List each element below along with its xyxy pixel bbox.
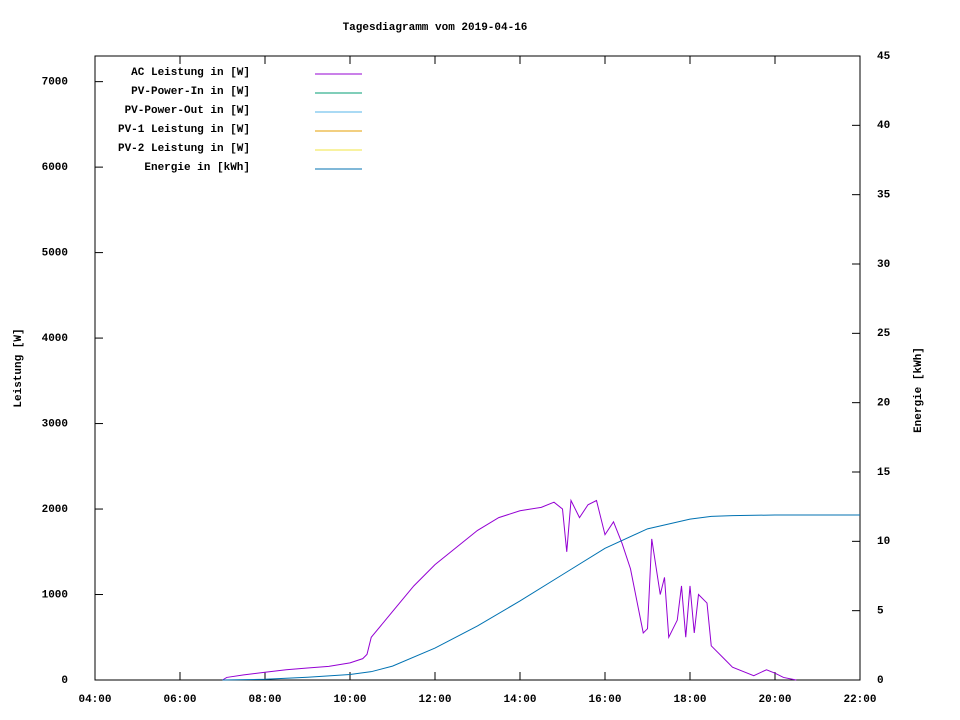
series-line xyxy=(222,514,860,681)
plot-frame xyxy=(94,55,861,681)
y-tick-label: 1000 xyxy=(42,589,68,601)
y-axis-label: Leistung [W] xyxy=(13,328,25,407)
x-tick-label: 04:00 xyxy=(78,694,111,706)
y2-tick-label: 30 xyxy=(877,259,890,271)
y-tick-label: 0 xyxy=(61,675,68,687)
legend-label: Energie in [kWh] xyxy=(144,162,250,174)
x-tick-label: 22:00 xyxy=(843,694,876,706)
y-tick-label: 5000 xyxy=(42,248,68,260)
legend-label: PV-1 Leistung in [W] xyxy=(118,124,250,136)
y2-tick-label: 25 xyxy=(877,328,891,340)
y2-tick-label: 20 xyxy=(877,398,890,410)
y2-tick-label: 35 xyxy=(877,190,891,202)
x-tick-label: 12:00 xyxy=(418,694,451,706)
y-tick-label: 6000 xyxy=(42,162,68,174)
x-tick-label: 20:00 xyxy=(758,694,791,706)
legend-label: AC Leistung in [W] xyxy=(131,67,250,79)
y2-tick-label: 10 xyxy=(877,536,890,548)
x-tick-label: 18:00 xyxy=(673,694,706,706)
y-tick-label: 4000 xyxy=(42,333,68,345)
x-tick-label: 06:00 xyxy=(163,694,196,706)
y-tick-label: 3000 xyxy=(42,418,68,430)
legend-label: PV-Power-Out in [W] xyxy=(125,105,250,117)
x-tick-label: 16:00 xyxy=(588,694,621,706)
y-tick-label: 7000 xyxy=(42,77,68,89)
y2-tick-label: 15 xyxy=(877,467,891,479)
chart-title: Tagesdiagramm vom 2019-04-16 xyxy=(343,22,528,34)
y2-tick-label: 5 xyxy=(877,606,884,618)
series-line xyxy=(222,498,797,681)
y2-tick-label: 40 xyxy=(877,120,890,132)
y2-tick-label: 0 xyxy=(877,675,884,687)
x-tick-label: 10:00 xyxy=(333,694,366,706)
y-tick-label: 2000 xyxy=(42,504,68,516)
x-tick-label: 14:00 xyxy=(503,694,536,706)
legend-label: PV-Power-In in [W] xyxy=(131,86,250,98)
legend-label: PV-2 Leistung in [W] xyxy=(118,143,250,155)
y2-axis-label: Energie [kWh] xyxy=(913,347,925,433)
x-tick-label: 08:00 xyxy=(248,694,281,706)
y2-tick-label: 45 xyxy=(877,51,891,63)
